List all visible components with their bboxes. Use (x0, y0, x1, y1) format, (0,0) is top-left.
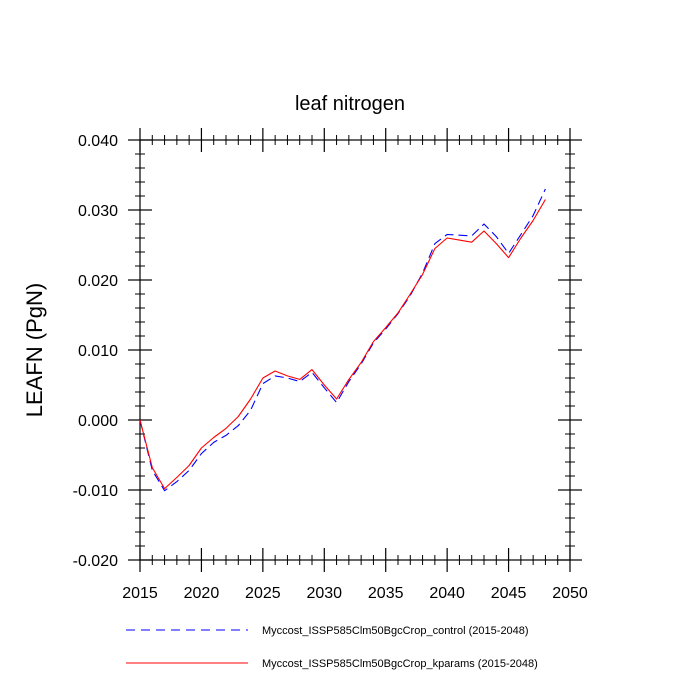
x-tick-label: 2045 (491, 585, 527, 602)
y-tick-label: 0.020 (78, 273, 118, 290)
x-axis: 2015 2020 2025 2030 2035 2040 2045 2050 (122, 128, 588, 602)
x-tick-label: 2020 (184, 585, 220, 602)
legend-label: Myccost_ISSP585Clm50BgcCrop_kparams (201… (262, 658, 538, 670)
y-tick-label: 0.030 (78, 203, 118, 220)
minor-ticks (135, 135, 575, 565)
y-tick-label: -0.020 (73, 553, 118, 570)
y-tick-label: 0.000 (78, 413, 118, 430)
series-line-kparams (139, 199, 546, 490)
y-axis-label: LEAFN (PgN) (22, 283, 47, 417)
x-tick-label: 2015 (122, 585, 158, 602)
y-tick-label: 0.010 (78, 343, 118, 360)
chart-title: leaf nitrogen (295, 93, 405, 115)
x-tick-label: 2050 (552, 585, 588, 602)
plot-border (139, 139, 571, 561)
y-axis: -0.020 -0.010 0.000 0.010 0.020 0.030 0.040 (73, 133, 582, 570)
legend: Myccost_ISSP585Clm50BgcCrop_control (201… (126, 625, 538, 670)
series-line-control (139, 188, 546, 492)
x-tick-label: 2025 (245, 585, 281, 602)
x-tick-label: 2040 (429, 585, 465, 602)
x-tick-label: 2030 (306, 585, 342, 602)
y-tick-label: -0.010 (73, 483, 118, 500)
x-tick-label: 2035 (368, 585, 404, 602)
plot-frame (139, 139, 571, 561)
legend-label: Myccost_ISSP585Clm50BgcCrop_control (201… (262, 625, 529, 637)
y-tick-label: 0.040 (78, 133, 118, 150)
series-lines (139, 188, 546, 492)
